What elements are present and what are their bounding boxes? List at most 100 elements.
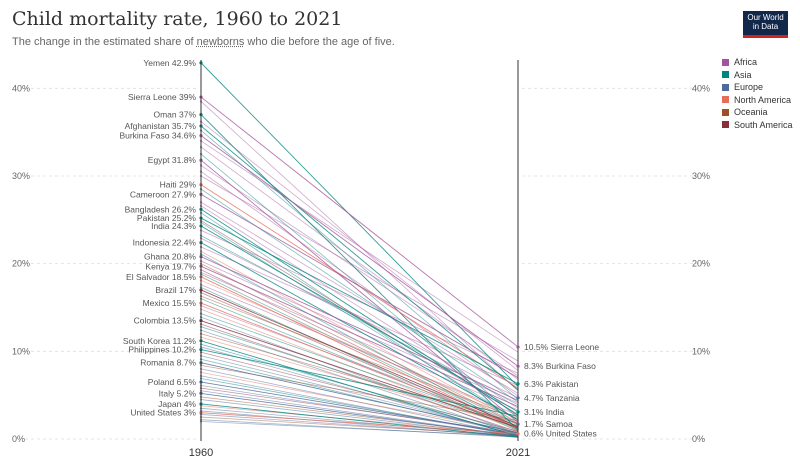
- slope-line-unlabeled-43: [200, 351, 519, 432]
- label-1960-name-sierra-leone: Sierra Leone: [128, 92, 179, 102]
- label-1960-name-cameroon: Cameroon: [130, 189, 172, 199]
- x-label-2021: 2021: [506, 447, 530, 459]
- logo-accent-bar: [743, 35, 788, 38]
- label-1960-name-brazil: Brazil: [155, 285, 179, 295]
- label-1960-name-united-states: United States: [130, 408, 183, 418]
- label-2021-value-burkina-faso: 8.3%: [524, 361, 546, 371]
- slope-line-philippines: [200, 349, 519, 417]
- legend-swatch-oceania: [722, 108, 729, 116]
- label-1960-egypt: Egypt 31.8%: [148, 155, 197, 165]
- legend-label-south-america: South America: [734, 119, 793, 130]
- legend-item-europe[interactable]: Europe: [722, 81, 793, 93]
- legend-item-oceania[interactable]: Oceania: [722, 106, 793, 118]
- label-2021-samoa: 1.7% Samoa: [524, 419, 573, 429]
- y-tick-right-20: 20%: [692, 259, 710, 269]
- legend-item-africa[interactable]: Africa: [722, 56, 793, 68]
- logo-line-2: in Data: [752, 22, 779, 31]
- label-1960-colombia: Colombia 13.5%: [134, 316, 197, 326]
- label-1960-value-romania: 8.7%: [177, 358, 197, 368]
- label-2021-name-samoa: Samoa: [546, 419, 573, 429]
- label-1960-sierra-leone: Sierra Leone 39%: [128, 92, 197, 102]
- slope-point-2021-burkina-faso: [516, 364, 520, 368]
- slope-line-unlabeled-11: [200, 205, 519, 409]
- label-2021-sierra-leone: 10.5% Sierra Leone: [524, 342, 599, 352]
- slope-line-oman: [200, 114, 519, 431]
- label-1960-value-afghanistan: 35.7%: [172, 121, 197, 131]
- slope-line-unlabeled-39: [200, 333, 519, 424]
- legend-swatch-europe: [722, 83, 729, 91]
- label-1960-name-ghana: Ghana: [144, 252, 172, 262]
- subtitle-link-newborns[interactable]: newborns: [196, 36, 245, 48]
- label-1960-value-haiti: 29%: [179, 180, 196, 190]
- slope-line-unlabeled-3: [200, 140, 519, 353]
- slope-line-cameroon: [200, 193, 519, 379]
- y-tick-left-40: 40%: [12, 83, 30, 93]
- label-1960-value-colombia: 13.5%: [172, 316, 197, 326]
- label-1960-value-brazil: 17%: [179, 285, 196, 295]
- legend-swatch-asia: [722, 71, 729, 78]
- subtitle-text-before: The change in the estimated share of: [12, 36, 197, 48]
- slope-line-unlabeled-17: [200, 237, 519, 399]
- label-1960-name-yemen: Yemen: [143, 58, 172, 68]
- label-1960-value-ghana: 20.8%: [172, 252, 197, 262]
- legend-item-north-america[interactable]: North America: [722, 94, 793, 106]
- slope-point-2021-pakistan: [516, 382, 520, 386]
- label-1960-value-italy: 5.2%: [177, 388, 197, 398]
- label-1960-afghanistan: Afghanistan 35.7%: [125, 121, 197, 131]
- x-label-1960: 1960: [189, 447, 213, 459]
- label-1960-name-indonesia: Indonesia: [133, 238, 172, 248]
- label-1960-name-colombia: Colombia: [134, 316, 172, 326]
- label-1960-name-oman: Oman: [153, 110, 179, 120]
- slope-line-unlabeled-18: [200, 246, 519, 386]
- slope-line-kenya: [200, 265, 519, 407]
- label-1960-name-italy: Italy: [159, 388, 177, 398]
- slope-line-unlabeled-60: [200, 416, 519, 436]
- legend-label-asia: Asia: [734, 69, 752, 80]
- label-1960-name-mexico: Mexico: [143, 298, 172, 308]
- y-tick-left-30: 30%: [12, 171, 30, 181]
- label-1960-value-indonesia: 22.4%: [172, 238, 197, 248]
- label-1960-el-salvador: El Salvador 18.5%: [126, 272, 196, 282]
- label-1960-kenya: Kenya 19.7%: [145, 261, 196, 271]
- label-2021-burkina-faso: 8.3% Burkina Faso: [524, 361, 596, 371]
- label-1960-value-mexico: 15.5%: [172, 298, 197, 308]
- label-1960-indonesia: Indonesia 22.4%: [133, 238, 197, 248]
- slope-line-unlabeled-10: [200, 201, 519, 394]
- label-1960-united-states: United States 3%: [130, 408, 196, 418]
- legend-label-oceania: Oceania: [734, 107, 768, 117]
- label-1960-oman: Oman 37%: [153, 110, 196, 120]
- label-1960-name-kenya: Kenya: [145, 261, 171, 271]
- label-1960-name-poland: Poland: [148, 377, 177, 387]
- legend-item-asia[interactable]: Asia: [722, 69, 793, 81]
- slope-line-unlabeled-36: [200, 323, 519, 433]
- slope-line-unlabeled-40: [200, 336, 519, 428]
- label-2021-value-sierra-leone: 10.5%: [524, 342, 550, 352]
- label-1960-value-yemen: 42.9%: [172, 58, 197, 68]
- owid-logo[interactable]: Our World in Data: [743, 11, 788, 35]
- slope-line-unlabeled-48: [200, 371, 519, 433]
- slope-line-unlabeled-7: [200, 171, 519, 397]
- label-2021-value-tanzania: 4.7%: [524, 393, 546, 403]
- label-1960-value-cameroon: 27.9%: [172, 189, 197, 199]
- slope-line-mexico: [200, 302, 519, 429]
- slope-line-india: [200, 225, 519, 413]
- subtitle-text-after: who die before the age of five.: [244, 36, 395, 48]
- slope-line-romania: [200, 362, 519, 434]
- legend-swatch-south-america: [722, 121, 729, 128]
- label-1960-philippines: Philippines 10.2%: [128, 345, 196, 355]
- slope-line-ghana: [200, 256, 519, 401]
- label-2021-name-tanzania: Tanzania: [546, 393, 580, 403]
- legend-item-south-america[interactable]: South America: [722, 119, 793, 131]
- label-2021-name-pakistan: Pakistan: [546, 379, 579, 389]
- label-1960-value-el-salvador: 18.5%: [172, 272, 197, 282]
- label-2021-name-burkina-faso: Burkina Faso: [546, 361, 596, 371]
- label-1960-value-bangladesh: 26.2%: [172, 204, 197, 214]
- legend-label-europe: Europe: [734, 82, 764, 92]
- slope-line-unlabeled-37: [200, 326, 519, 428]
- slope-line-indonesia: [200, 242, 519, 421]
- label-1960-japan: Japan 4%: [158, 399, 196, 409]
- label-1960-name-haiti: Haiti: [160, 180, 179, 190]
- slope-line-unlabeled-27: [200, 284, 519, 416]
- label-1960-value-india: 24.3%: [172, 221, 197, 231]
